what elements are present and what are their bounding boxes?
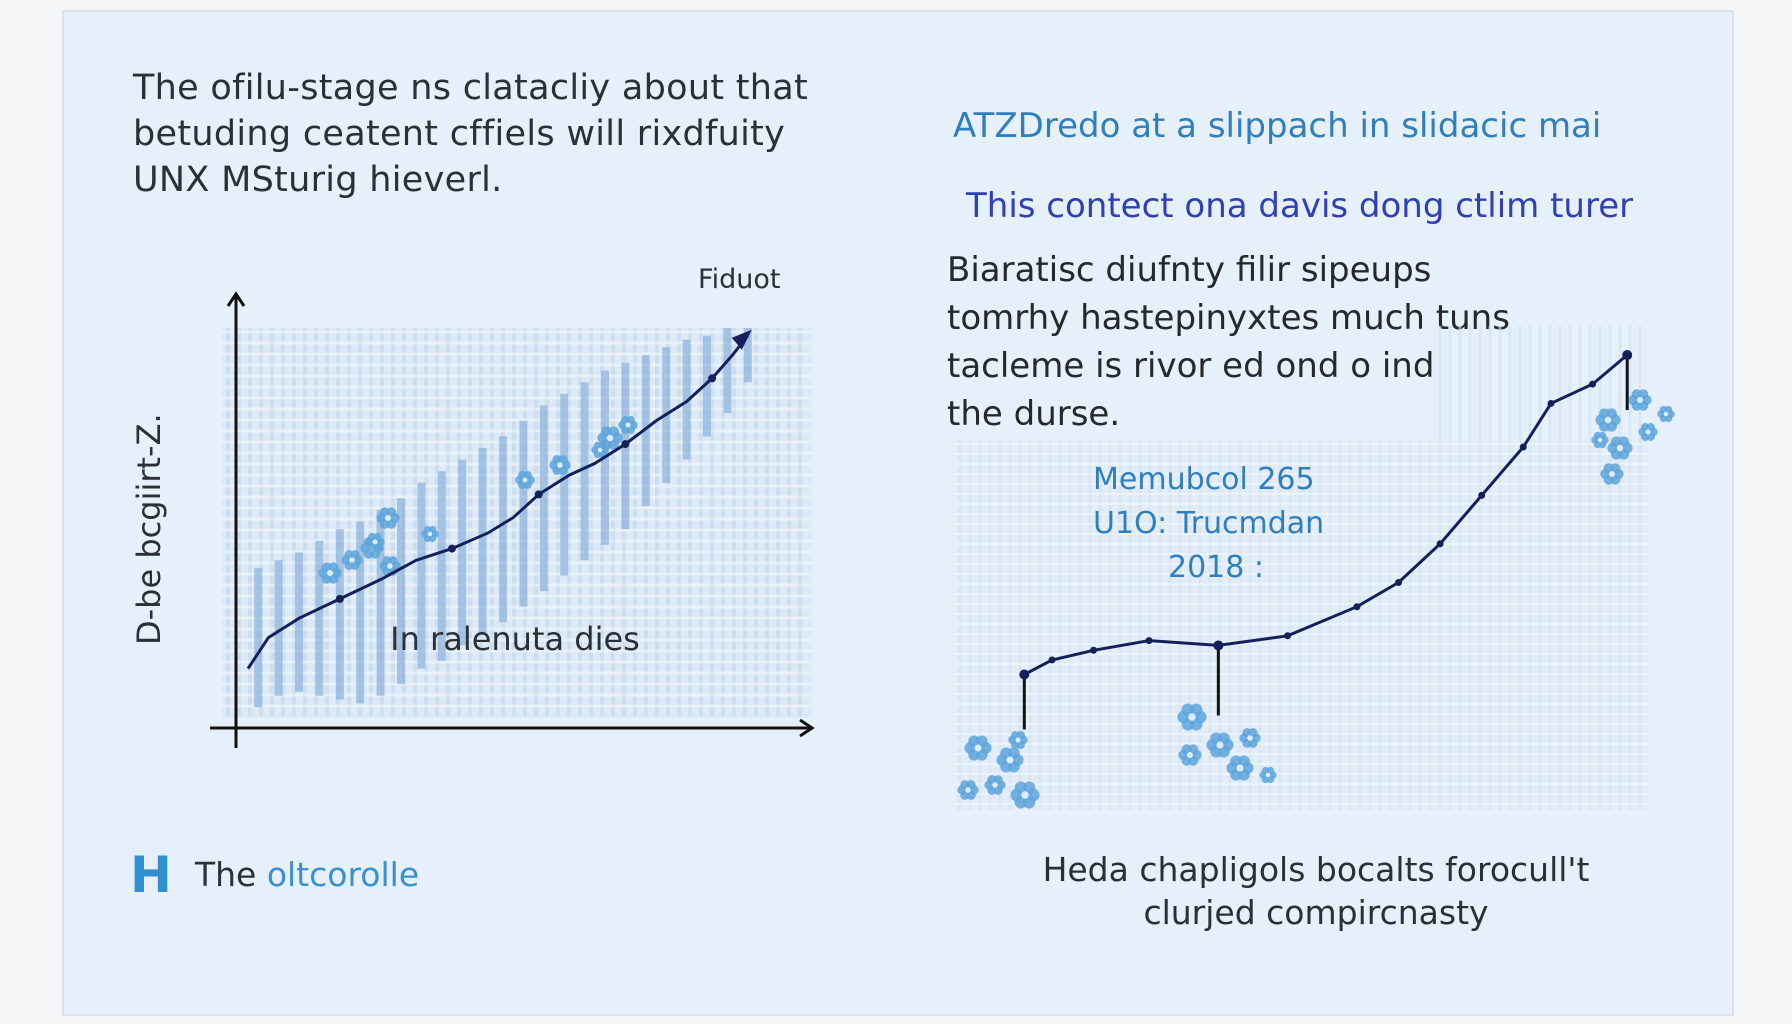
- left-bar: [417, 482, 426, 669]
- left-bar: [743, 328, 752, 383]
- left-series-point: [621, 440, 630, 449]
- intro-line-2: betuding ceatent cffiels will rixdfuity: [133, 114, 786, 154]
- left-flower-decoration: [376, 507, 400, 529]
- right-series-point: [1589, 380, 1597, 388]
- right-series-point: [1145, 637, 1153, 645]
- left-chart-corner-label: Fiduot: [698, 264, 781, 295]
- left-bar: [315, 540, 324, 696]
- right-series-point: [1436, 540, 1444, 548]
- left-flower-decoration: [597, 426, 623, 450]
- right-flower-cluster-3: [1595, 408, 1621, 432]
- right-series-point: [1353, 603, 1361, 611]
- left-bar: [519, 420, 528, 607]
- right-flower-cluster-1: [1008, 731, 1028, 749]
- left-flower-decoration: [365, 533, 385, 551]
- right-series-point: [1547, 399, 1555, 407]
- left-flower-decoration: [549, 455, 571, 475]
- right-flower-cluster-3: [1591, 431, 1609, 449]
- right-flower-cluster-3: [1607, 436, 1633, 460]
- right-series-point: [1048, 656, 1056, 664]
- left-bar: [723, 328, 732, 414]
- left-bar: [580, 382, 589, 561]
- right-flower-cluster-3: [1600, 463, 1624, 485]
- legend: H The oltcorolle: [130, 846, 419, 904]
- right-flower-cluster-2: [1239, 728, 1261, 748]
- legend-text: The oltcorolle: [195, 855, 419, 894]
- left-flower-decoration: [341, 550, 363, 570]
- left-series-point: [708, 374, 717, 383]
- right-flower-cluster-1: [996, 747, 1024, 773]
- right-series-line: [1023, 353, 1629, 676]
- left-bar: [356, 521, 365, 704]
- left-flower-decoration: [591, 441, 609, 459]
- left-x-axis-arrow: [799, 718, 815, 738]
- left-bar: [335, 529, 344, 700]
- caption-line-1: Heda chapligols bocalts forocull't: [1042, 850, 1590, 889]
- right-flower-cluster-3: [1628, 389, 1652, 411]
- right-series-point: [1478, 491, 1486, 499]
- right-title: ATZDredo at a slippach in slidacic mai: [953, 106, 1602, 146]
- right-flower-cluster-2: [1226, 755, 1254, 781]
- right-series-point: [1090, 646, 1098, 654]
- left-bar: [499, 436, 507, 623]
- left-bar: [560, 393, 569, 576]
- left-bar: [254, 567, 263, 708]
- right-series-point: [1519, 443, 1527, 451]
- left-bar: [641, 355, 650, 507]
- left-bar: [539, 405, 548, 592]
- annotation-line-3: 2018 :: [1168, 550, 1264, 585]
- right-flower-cluster-3: [1657, 405, 1675, 423]
- left-bar: [478, 447, 487, 634]
- left-flower-decoration: [421, 525, 439, 543]
- left-y-axis-arrow: [226, 291, 246, 307]
- legend-marker: H: [130, 846, 172, 904]
- intro-line-3: UNX MSturig hieverl.: [133, 160, 503, 200]
- right-flower-cluster-1: [1010, 781, 1040, 809]
- right-flower-cluster-2: [1206, 732, 1234, 758]
- right-highlight-point: [1019, 669, 1030, 680]
- left-bar: [397, 498, 405, 685]
- description-line-2: tomrhy hastepinyxtes much tuns: [947, 298, 1510, 338]
- legend-text-accent: oltcorolle: [266, 855, 420, 894]
- left-bar: [703, 335, 711, 437]
- description-line-3: tacleme is rivor ed ond o ind: [947, 346, 1435, 386]
- left-flower-decoration: [618, 416, 638, 434]
- left-series-point: [534, 490, 543, 499]
- left-bar: [274, 560, 283, 696]
- left-bar: [437, 471, 446, 661]
- right-flower-cluster-1: [964, 735, 992, 761]
- caption-line-2: clurjed compircnasty: [1143, 893, 1489, 932]
- right-flower-cluster-1: [984, 775, 1006, 795]
- left-bar: [295, 552, 303, 692]
- right-series-point: [1284, 632, 1292, 640]
- intro-line-1: The ofilu-stage ns clatacliy about that: [133, 68, 809, 108]
- left-series-line: [246, 334, 749, 670]
- right-series-point: [1395, 579, 1403, 587]
- left-series-point: [448, 544, 456, 553]
- left-bar: [376, 509, 385, 696]
- right-flower-cluster-2: [1178, 744, 1202, 766]
- annotation-line-2: U1O: Trucmdan: [1093, 506, 1325, 541]
- right-flower-cluster-3: [1638, 423, 1658, 441]
- left-flower-decoration: [515, 471, 535, 489]
- right-flower-cluster-2: [1259, 766, 1277, 784]
- annotation-line-1: Memubcol 265: [1093, 462, 1315, 497]
- right-flower-cluster-1: [957, 780, 979, 800]
- left-chart-xlabel: In ralenuta dies: [390, 620, 640, 658]
- legend-text-prefix: The: [194, 855, 267, 894]
- right-subtitle: This contect ona davis dong ctlim turer: [966, 186, 1634, 226]
- right-highlight-point: [1213, 640, 1224, 651]
- left-series-arrowhead: [731, 329, 752, 350]
- right-highlight-point: [1622, 350, 1633, 361]
- description-line-1: Biaratisc diufnty filir sipeups: [947, 250, 1432, 290]
- left-flower-decoration: [318, 562, 342, 584]
- description-line-4: the durse.: [947, 394, 1121, 434]
- left-series-point: [335, 594, 344, 603]
- left-bar: [458, 459, 467, 646]
- right-flower-cluster-2: [1177, 703, 1207, 731]
